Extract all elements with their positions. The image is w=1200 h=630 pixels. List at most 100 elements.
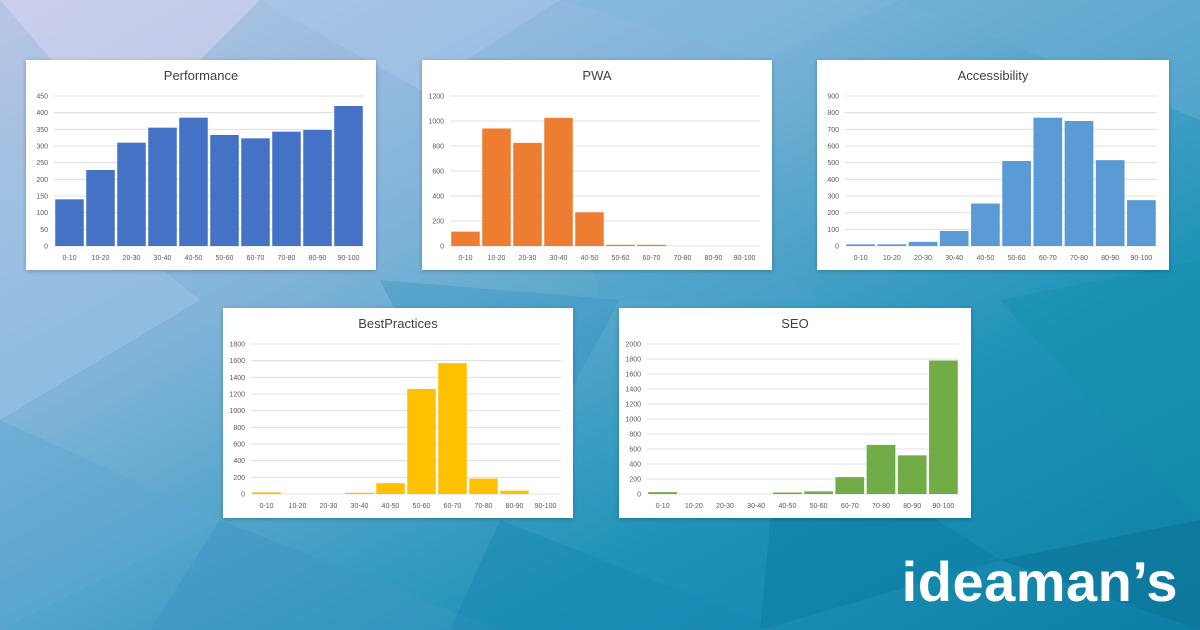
- y-tick-label: 1000: [229, 408, 245, 415]
- bar-50-60: [407, 389, 436, 494]
- x-tick-label: 40-50: [185, 255, 203, 262]
- bar-0-10: [252, 492, 281, 494]
- bar-70-80: [1064, 121, 1094, 246]
- y-tick-label: 2000: [625, 342, 641, 349]
- x-tick-label: 20-30: [914, 255, 932, 262]
- y-tick-label: 400: [827, 177, 839, 184]
- bar-20-30: [908, 241, 938, 246]
- x-tick-label: 80-90: [309, 255, 327, 262]
- x-tick-label: 70-80: [674, 255, 692, 262]
- x-tick-label: 30-40: [154, 255, 172, 262]
- x-tick-label: 0-10: [62, 255, 76, 262]
- y-tick-label: 600: [629, 447, 641, 454]
- bar-80-90: [1095, 160, 1125, 246]
- x-tick-label: 10-20: [883, 255, 901, 262]
- x-tick-label: 50-60: [612, 255, 630, 262]
- y-tick-label: 1200: [625, 402, 641, 409]
- bar-10-20: [877, 244, 907, 246]
- y-tick-label: 1600: [229, 358, 245, 365]
- bar-50-60: [210, 135, 239, 246]
- accessibility-chart-svg: 0 100 200 300 400 500 600 700 800 900 0-10 10-20 20-…: [827, 94, 1157, 262]
- y-tick-label: 200: [233, 475, 245, 482]
- x-tick-label: 50-60: [216, 255, 234, 262]
- x-tick-label: 40-50: [581, 255, 599, 262]
- bar-40-50: [376, 483, 405, 494]
- pwa-chart-svg: 0 200 400 600 800 1000 1200 0-10 10-20 20-30 30-40…: [428, 94, 760, 262]
- x-tick-label: 0-10: [259, 503, 273, 510]
- x-tick-label: 40-50: [382, 503, 400, 510]
- y-tick-label: 300: [827, 194, 839, 201]
- y-tick-label: 1000: [428, 119, 444, 126]
- x-tick-label: 60-70: [1039, 255, 1057, 262]
- bar-70-80: [469, 478, 498, 494]
- pwa-chart: 0 200 400 600 800 1000 1200 0-10 10-20 20-30 30-40…: [422, 60, 772, 270]
- y-tick-label: 600: [233, 442, 245, 449]
- y-tick-label: 200: [36, 177, 48, 184]
- accessibility-chart-title: Accessibility: [957, 68, 1029, 83]
- bar-60-70: [637, 244, 666, 246]
- y-tick-label: 400: [432, 194, 444, 201]
- y-tick-label: 800: [629, 432, 641, 439]
- bestpractices-chart-svg: 0 200 400 600 800 1000 1200 1400 1600 1800 0-10 10-…: [229, 342, 561, 510]
- bar-60-70: [241, 138, 270, 246]
- x-tick-label: 70-80: [475, 503, 493, 510]
- x-tick-label: 70-80: [278, 255, 296, 262]
- y-tick-label: 1800: [229, 342, 245, 349]
- bar-70-80: [866, 444, 896, 494]
- y-tick-label: 50: [40, 227, 48, 234]
- x-tick-label: 90-100: [933, 503, 955, 510]
- y-tick-label: 700: [827, 127, 839, 134]
- x-tick-label: 50-60: [413, 503, 431, 510]
- bar-50-60: [1002, 161, 1031, 246]
- bar-40-50: [575, 212, 604, 246]
- x-tick-label: 20-30: [716, 503, 734, 510]
- x-tick-label: 30-40: [747, 503, 765, 510]
- y-tick-label: 1600: [625, 372, 641, 379]
- x-tick-label: 60-70: [643, 255, 661, 262]
- y-tick-label: 900: [827, 94, 839, 101]
- performance-chart: 0 50 100 150 200 250 300 350 400 450 0-10 10-20 20-3…: [26, 60, 376, 270]
- x-tick-label: 80-90: [705, 255, 723, 262]
- performance-chart-title: Performance: [163, 68, 239, 83]
- x-tick-label: 30-40: [550, 255, 568, 262]
- bestpractices-chart-title: BestPractices: [358, 316, 438, 331]
- x-tick-label: 10-20: [289, 503, 307, 510]
- x-tick-label: 40-50: [778, 503, 796, 510]
- bar-10-20: [482, 128, 511, 246]
- bar-50-60: [804, 491, 833, 494]
- y-tick-label: 0: [835, 244, 839, 251]
- y-tick-label: 1200: [428, 94, 444, 101]
- bar-50-60: [606, 244, 635, 246]
- seo-chart: 0 200 400 600 800 1000 1200 1400 1600 1800 2000 0-1…: [619, 308, 971, 518]
- x-tick-label: 60-70: [247, 255, 265, 262]
- x-tick-label: 80-90: [506, 503, 524, 510]
- y-tick-label: 350: [36, 127, 48, 134]
- bar-90-100: [334, 106, 363, 246]
- y-tick-label: 250: [36, 160, 48, 167]
- bar-20-30: [513, 142, 542, 246]
- x-tick-label: 0-10: [458, 255, 472, 262]
- y-tick-label: 800: [432, 144, 444, 151]
- x-tick-label: 90-100: [338, 255, 360, 262]
- x-tick-label: 80-90: [1101, 255, 1119, 262]
- x-tick-label: 50-60: [1008, 255, 1026, 262]
- x-tick-label: 60-70: [444, 503, 462, 510]
- bar-30-40: [939, 231, 969, 246]
- y-tick-label: 0: [241, 492, 245, 499]
- accessibility-chart: 0 100 200 300 400 500 600 700 800 900 0-10 10-20 20-…: [817, 60, 1169, 270]
- y-tick-label: 150: [36, 194, 48, 201]
- y-tick-label: 1400: [625, 387, 641, 394]
- y-tick-label: 0: [44, 244, 48, 251]
- x-tick-label: 50-60: [810, 503, 828, 510]
- x-tick-label: 70-80: [872, 503, 890, 510]
- bestpractices-chart: 0 200 400 600 800 1000 1200 1400 1600 1800 0-10 10-…: [223, 308, 573, 518]
- x-tick-label: 60-70: [841, 503, 859, 510]
- seo-chart-svg: 0 200 400 600 800 1000 1200 1400 1600 1800 2000 0-1…: [625, 342, 959, 510]
- brand-logo: ideaman’s: [901, 550, 1178, 613]
- performance-chart-svg: 0 50 100 150 200 250 300 350 400 450 0-10 10-20 20-3…: [36, 94, 364, 262]
- y-tick-label: 400: [629, 462, 641, 469]
- bar-0-10: [451, 231, 480, 246]
- bar-0-10: [846, 244, 875, 246]
- y-tick-label: 0: [440, 244, 444, 251]
- x-tick-label: 90-100: [535, 503, 557, 510]
